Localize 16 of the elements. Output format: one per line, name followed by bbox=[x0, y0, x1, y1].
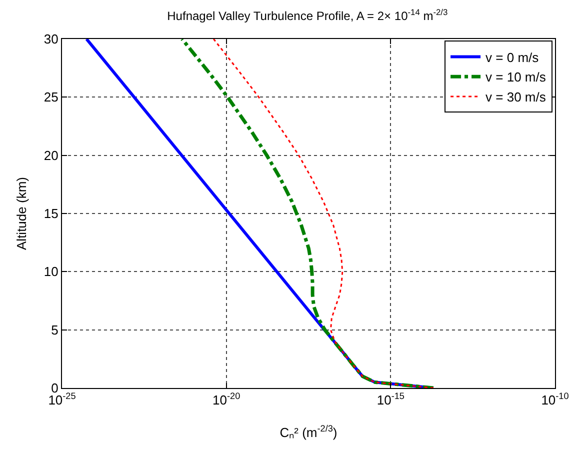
y-tick-label: 20 bbox=[44, 148, 58, 163]
legend-label: v = 30 m/s bbox=[486, 90, 546, 105]
y-tick-label: 5 bbox=[51, 322, 58, 338]
x-tick-label: 10$^{-15}$ bbox=[376, 391, 404, 408]
legend-label: v = 10 m/s bbox=[486, 70, 546, 85]
x-axis-title: Cₙ² (m$^{-2/3}$) bbox=[280, 424, 338, 440]
legend-label: v = 0 m/s bbox=[486, 50, 540, 65]
chart-title: Hufnagel Valley Turbulence Profile, A = 2× 10$^{-14}$ m$^{-2/3}$ bbox=[167, 6, 448, 23]
y-tick-label: 15 bbox=[44, 206, 58, 222]
x-tick-label: 10$^{-10}$ bbox=[541, 391, 569, 408]
y-tick-label: 10 bbox=[44, 264, 58, 280]
y-tick-label: 30 bbox=[44, 32, 58, 47]
y-tick-label: 0 bbox=[51, 380, 58, 396]
y-tick-label: 25 bbox=[44, 90, 58, 105]
x-tick-label: 10$^{-20}$ bbox=[212, 391, 240, 408]
y-axis-title: Altitude (km) bbox=[14, 177, 29, 250]
